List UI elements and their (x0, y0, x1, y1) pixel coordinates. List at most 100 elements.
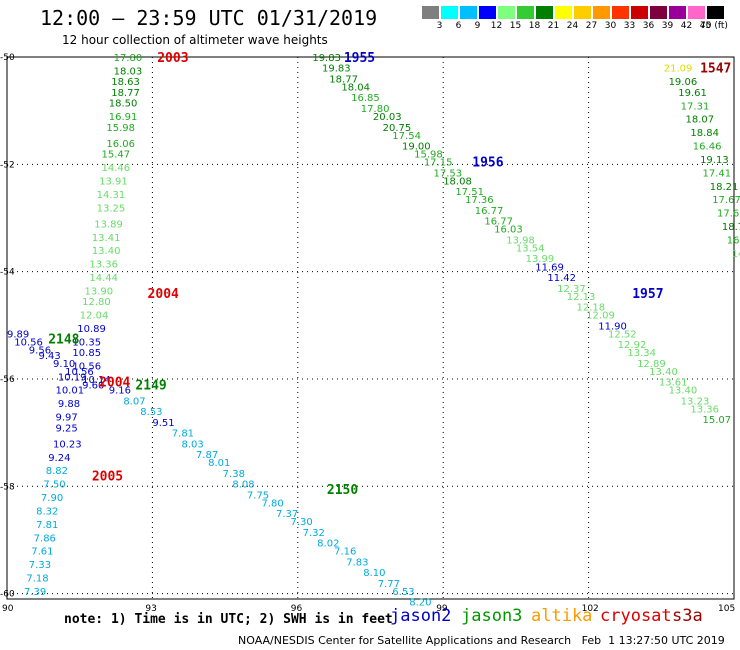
satellite-name-cryosat: cryosat (600, 606, 672, 626)
wave-height-value: 18.77 (329, 74, 358, 85)
latitude-tick-label: -60 (0, 590, 15, 600)
grid-lines (7, 56, 734, 599)
color-scale-label: 12 (490, 21, 503, 31)
latitude-tick-label: -52 (0, 160, 15, 170)
wave-height-value: 11.69 (535, 262, 564, 273)
wave-height-value: 8.53 (140, 407, 162, 418)
color-scale-label: 9 (474, 21, 481, 31)
wave-height-value: 7.18 (26, 574, 48, 585)
wave-height-value: 18.63 (111, 77, 140, 88)
wave-height-value: 7.90 (41, 493, 63, 504)
wave-height-value: 7.83 (346, 557, 368, 568)
color-swatch (650, 6, 667, 19)
wave-height-value: 7.80 (261, 498, 283, 509)
wave-height-value: 18.21 (710, 182, 739, 193)
wave-height-value: 19.83 (312, 53, 341, 64)
color-scale-label: 45 (699, 21, 712, 31)
wave-height-value: 10.35 (72, 337, 101, 348)
longitude-tick-label: 99 (436, 604, 448, 614)
wave-height-value: 13.91 (99, 176, 128, 187)
wave-height-value: 10.56 (72, 362, 101, 373)
wave-height-value: 13.23 (681, 396, 710, 407)
wave-height-value: 19.06 (669, 77, 698, 88)
wave-height-value: 13.40 (669, 386, 698, 397)
wave-height-value: 19.83 (322, 64, 351, 75)
satellite-name-altika: altika (531, 606, 593, 626)
color-scale-label: 15 (509, 21, 522, 31)
wave-height-value: 7.81 (172, 429, 194, 440)
wave-height-value: 7.77 (378, 579, 400, 590)
wave-height-value: 9.51 (152, 418, 174, 429)
color-swatch (669, 6, 686, 19)
wave-height-value: 18.04 (341, 83, 370, 94)
wave-height-value: 11.42 (547, 273, 576, 284)
wave-height-value: 10.56 (65, 367, 94, 378)
wave-height-value: 7.86 (34, 533, 56, 544)
wave-height-value: 10.56 (14, 337, 43, 348)
wave-height-value: 7.75 (247, 490, 269, 501)
wave-height-value: 7.33 (29, 560, 51, 571)
longitude-tick-label: 105 (718, 604, 735, 614)
wave-height-value: 17.36 (465, 195, 494, 206)
wave-height-value: 12.89 (637, 359, 666, 370)
wave-height-value: 15.98 (106, 123, 135, 134)
wave-height-value: 17.41 (702, 168, 731, 179)
wave-height-value: 10.23 (53, 439, 82, 450)
wave-height-value: 7.81 (36, 520, 58, 531)
wave-height-value: 12.92 (618, 340, 647, 351)
footnote: note: 1) Time is in UTC; 2) SWH is in fe… (64, 612, 393, 627)
wave-height-value: 7.37 (276, 509, 298, 520)
wave-height-value: 12.13 (567, 292, 596, 303)
wave-height-value: 17.80 (114, 53, 143, 64)
wave-height-value: 18.08 (443, 176, 472, 187)
wave-height-value: 16.77 (484, 217, 513, 228)
wave-height-value: 16.91 (109, 112, 138, 123)
wave-height-value: 10.14 (82, 375, 111, 386)
color-scale-label: 36 (642, 21, 655, 31)
plot-frame (6, 56, 735, 600)
wave-height-value: 13.98 (506, 235, 535, 246)
map-title: 12:00 – 23:59 UTC 01/31/2019 (40, 6, 378, 30)
wave-height-value: 17.53 (434, 168, 463, 179)
wave-height-value: 17.67 (712, 195, 740, 206)
wave-height-value: 13.90 (85, 286, 114, 297)
wave-height-value: 7.32 (303, 528, 325, 539)
wave-height-value: 8.01 (208, 458, 230, 469)
color-scale-label: 6 (455, 21, 462, 31)
wave-height-value: 18.03 (114, 66, 143, 77)
color-swatch (536, 6, 553, 19)
wave-height-value: 11.90 (598, 321, 627, 332)
wave-height-value: 8.02 (317, 539, 339, 550)
latitude-tick-label: -56 (0, 375, 15, 385)
wave-height-value: 16.85 (351, 93, 380, 104)
wave-height-value: 15.47 (102, 150, 131, 161)
pass-time-label: 2004 (99, 376, 130, 391)
wave-height-value: 16.06 (106, 139, 135, 150)
wave-height-value: 18.07 (686, 115, 715, 126)
wave-height-value: 12.09 (586, 311, 615, 322)
wave-height-value: 7.39 (24, 587, 46, 598)
color-swatch (517, 6, 534, 19)
color-scale-label: 18 (528, 21, 541, 31)
wave-height-value: 9.16 (109, 386, 131, 397)
longitude-tick-label: 102 (582, 604, 599, 614)
wave-height-value: 7.38 (223, 469, 245, 480)
pass-time-label: 2005 (92, 470, 123, 485)
wave-height-value: 13.25 (97, 203, 126, 214)
wave-height-value: 13.40 (649, 367, 678, 378)
satellite-name-jason2: jason2 (390, 606, 452, 626)
wave-height-value: 9.60 (82, 380, 104, 391)
credit-line: NOAA/NESDIS Center for Satellite Applica… (238, 634, 725, 647)
longitude-tick-label: 93 (145, 604, 156, 614)
wave-height-value: 15.07 (702, 415, 731, 426)
wave-height-value: 17.54 (392, 131, 421, 142)
wave-height-value: 9.88 (58, 399, 80, 410)
pass-time-label: 2148 (48, 333, 79, 348)
wave-height-value: 9.97 (55, 413, 77, 424)
wave-height-value: 7.16 (334, 547, 356, 558)
color-scale-label: 21 (547, 21, 560, 31)
wave-height-value: 17.51 (455, 187, 484, 198)
wave-height-value: 12.37 (557, 284, 586, 295)
wave-height-value: 12.80 (82, 297, 111, 308)
color-swatch (707, 6, 724, 19)
